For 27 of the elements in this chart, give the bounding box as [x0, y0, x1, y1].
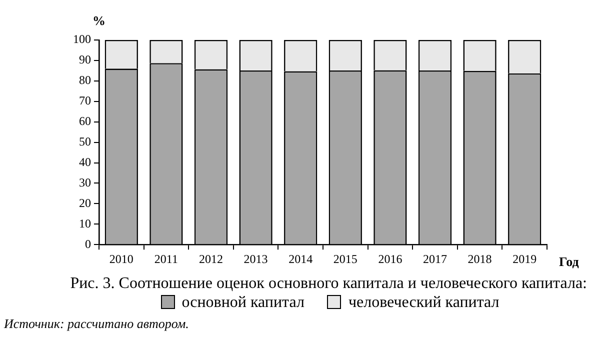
x-tick-label: 2014: [288, 252, 313, 266]
y-tick-label: 30: [79, 175, 91, 190]
y-tick-label: 90: [79, 52, 91, 67]
x-tick-label: 2011: [154, 252, 178, 266]
x-tick-label: 2017: [423, 252, 447, 266]
y-tick-label: 0: [85, 236, 91, 251]
x-tick-label: 2012: [199, 252, 223, 266]
x-tick-label: 2018: [468, 252, 492, 266]
y-tick-label: 60: [79, 114, 91, 128]
x-tick-label: 2010: [109, 252, 134, 266]
x-tick-label: 2013: [244, 252, 268, 266]
x-tick-label: 2016: [378, 252, 402, 266]
text: Рис. 3. Соотношение оценок основного капитала и человеческого капитала:: [69, 274, 588, 293]
text: Источник: рассчитано автором.: [4, 316, 190, 332]
x-tick-label: 2019: [512, 252, 537, 266]
y-tick-label: 50: [79, 134, 91, 148]
x-axis-title: Год: [559, 254, 580, 269]
y-tick-label: 20: [79, 196, 91, 210]
y-tick-label: 40: [79, 154, 91, 169]
legend-label: человеческий капитал: [348, 294, 500, 311]
x-tick-label: 2015: [333, 252, 358, 266]
y-tick-label: 10: [79, 216, 91, 230]
legend-label: основной капитал: [182, 294, 304, 311]
y-tick-label: 80: [79, 73, 91, 88]
y-axis-title: %: [92, 12, 106, 28]
y-tick-label: 100: [73, 32, 91, 46]
y-tick-label: 70: [79, 94, 91, 108]
